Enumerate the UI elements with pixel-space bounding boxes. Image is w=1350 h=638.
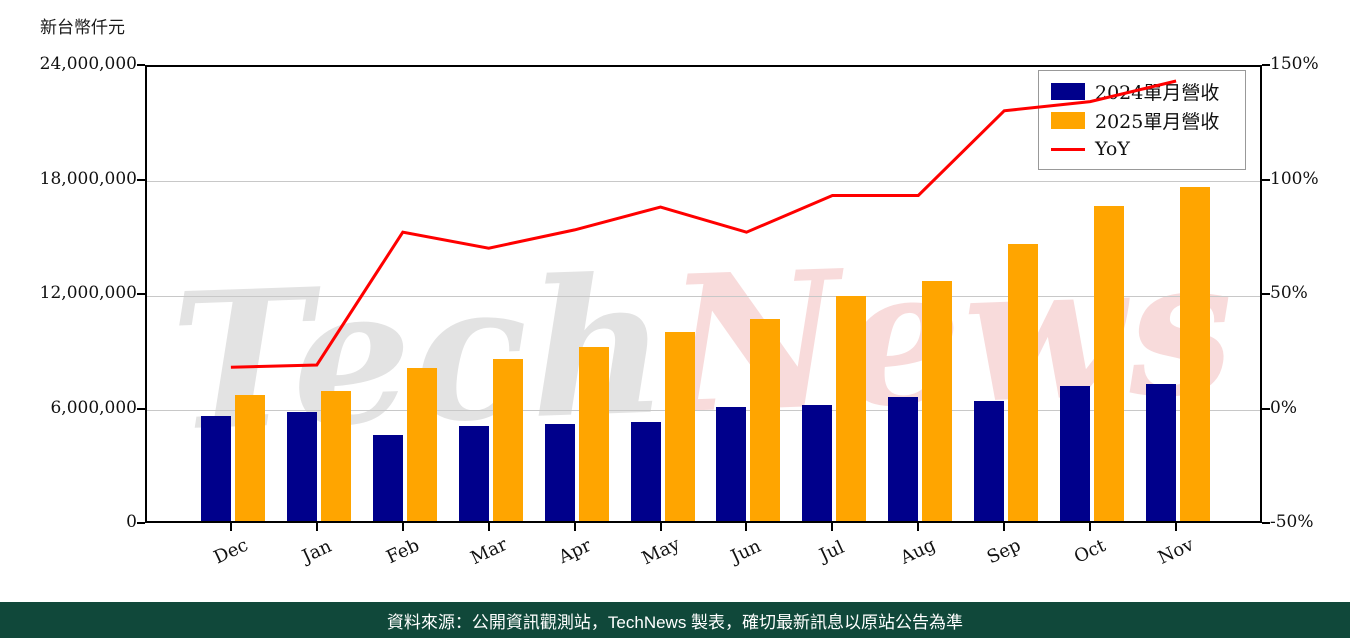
x-axis-tick-mark [1175,523,1178,531]
right-axis-tick-mark [1262,64,1270,66]
x-axis-tick-label: May [638,533,683,570]
bar-2024-jan [286,412,317,521]
x-axis-tick-label: Feb [383,534,423,569]
x-axis-tick-label: Mar [467,534,511,569]
left-axis-tick-label: 24,000,000 [39,54,137,74]
bar-2024-sep [974,400,1005,521]
x-axis-tick-label: Sep [984,534,1025,569]
bar-2025-feb [406,368,437,521]
bar-2024-mar [458,425,489,521]
left-axis-tick-mark [137,64,145,66]
x-axis-tick-label: Jan [299,535,335,568]
right-axis-tick-label: 150% [1270,54,1319,74]
x-axis-tick-mark [745,523,748,531]
x-axis-tick-label: Oct [1071,535,1110,568]
bar-2024-nov [1146,383,1177,521]
gridline [147,410,1260,411]
bar-2024-may [630,421,661,521]
right-axis-tick-mark [1262,293,1270,295]
right-axis-tick-label: -50% [1270,512,1314,532]
legend-item-label: YoY [1095,138,1130,160]
footer-source-text: 資料來源：公開資訊觀測站，TechNews 製表，確切最新訊息以原站公告為準 [386,612,964,632]
left-axis-tick-label: 0 [126,512,137,532]
bar-2025-jul [836,295,867,521]
bar-2025-may [664,332,695,521]
legend-item-label: 2024單月營收 [1095,81,1220,104]
legend-color-swatch [1051,111,1085,129]
right-axis-tick-mark [1262,522,1270,524]
bar-2025-apr [578,347,609,521]
left-axis-tick-mark [137,293,145,295]
bar-2025-jan [320,391,351,521]
legend-item-1: 2024單月營收 [1051,80,1233,104]
x-axis-tick-label: Jul [816,536,848,567]
left-axis-tick-mark [137,178,145,181]
bar-2025-oct [1094,206,1125,521]
left-axis-tick-label: 6,000,000 [50,397,137,418]
bar-2025-aug [922,280,953,521]
bar-2025-jun [750,318,781,521]
plot-area [145,65,1262,523]
bar-2024-dec [200,416,231,521]
legend: 2024單月營收 2025單月營收 YoY [1038,70,1246,170]
legend-item-label: 2025單月營收 [1095,110,1220,133]
x-axis-tick-mark [659,523,662,531]
x-axis-tick-mark [487,523,490,531]
x-axis-tick-mark [315,523,318,531]
x-axis-tick-mark [831,523,834,531]
right-axis-tick-label: 50% [1270,283,1308,303]
x-axis-tick-mark [917,523,920,531]
x-axis-tick-label: Aug [897,534,940,569]
bar-2024-jul [802,404,833,521]
bar-2025-sep [1008,244,1039,521]
right-axis-tick-mark [1262,178,1270,181]
footer-bar: 資料來源：公開資訊觀測站，TechNews 製表，確切最新訊息以原站公告為準 [0,602,1350,638]
bar-2024-oct [1060,385,1091,521]
bar-2024-feb [372,435,403,521]
left-axis-tick-label: 18,000,000 [39,168,137,189]
right-axis-tick-mark [1262,407,1270,410]
left-axis-tick-mark [137,522,145,524]
x-axis-tick-mark [573,523,576,531]
bar-2024-aug [888,396,919,521]
gridline [147,181,1260,182]
x-axis-tick-label: Apr [555,534,595,569]
bar-2025-nov [1180,187,1211,521]
x-axis-tick-mark [1003,523,1006,531]
right-axis-tick-label: 100% [1270,168,1319,189]
x-axis-tick-mark [229,523,232,531]
x-axis-tick-mark [401,523,404,531]
legend-item-2: 2025單月營收 [1051,109,1233,133]
bar-2024-apr [544,423,575,521]
bar-2025-dec [234,395,265,521]
bar-2025-mar [492,358,523,521]
gridline [147,295,1260,297]
left-axis-tick-mark [137,407,145,410]
right-axis-tick-label: 0% [1270,397,1297,418]
legend-line-swatch [1051,147,1085,151]
x-axis-tick-label: Jun [728,535,765,568]
legend-color-swatch [1051,82,1085,100]
x-axis-tick-label: Nov [1154,534,1198,569]
legend-item-3: YoY [1051,138,1233,160]
y-axis-title: 新台幣仟元 [40,18,125,38]
x-axis-tick-mark [1089,523,1092,531]
bar-2024-jun [716,406,747,521]
left-axis-tick-label: 12,000,000 [39,283,137,303]
x-axis-tick-label: Dec [210,534,252,569]
